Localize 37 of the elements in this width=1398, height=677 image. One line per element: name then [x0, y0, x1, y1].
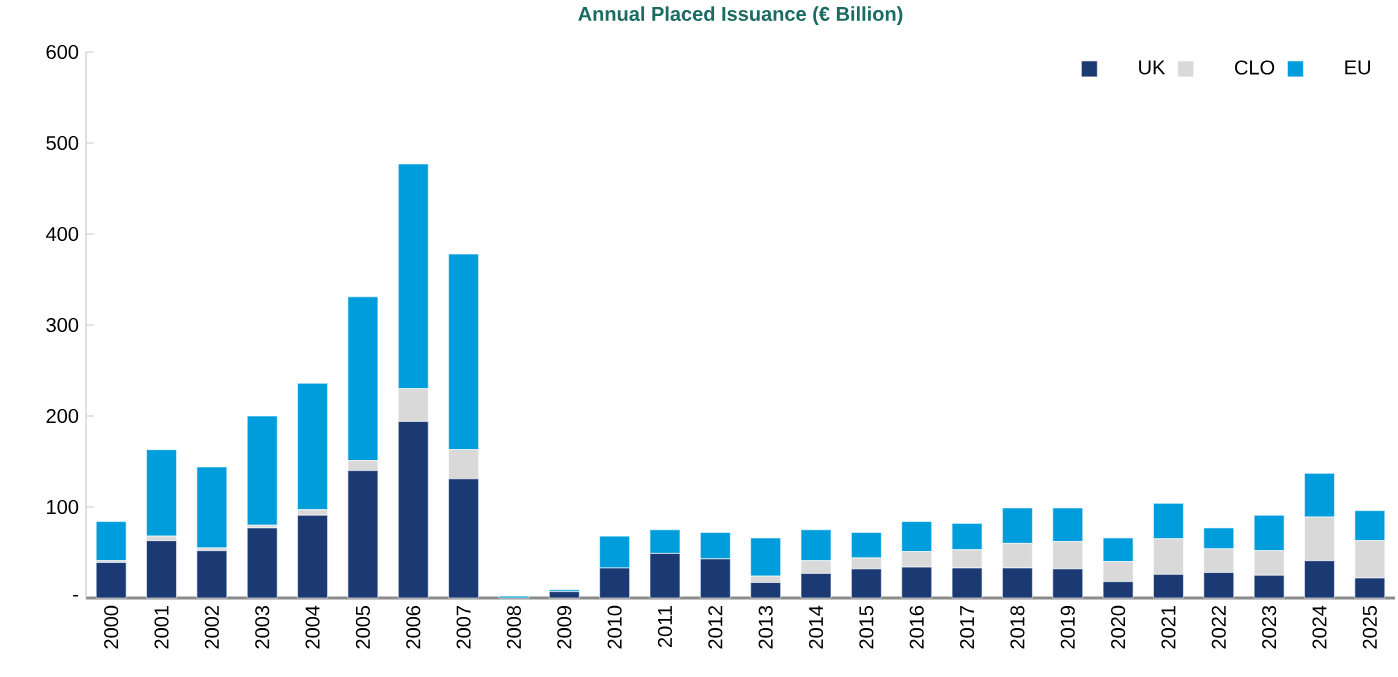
- x-tick-label: 2020: [1111, 605, 1126, 649]
- x-tick-label: 2023: [1262, 605, 1277, 649]
- x-tick-label: 2001: [154, 606, 169, 649]
- y-tick-label: -: [73, 594, 79, 597]
- x-tick-label: 2019: [1060, 606, 1075, 649]
- y-tick-label: 400: [46, 226, 79, 242]
- x-tick-label: 2011: [657, 606, 673, 648]
- x-tick-label: 2018: [1010, 605, 1025, 649]
- y-tick-label: 200: [46, 408, 79, 424]
- y-tick-label: 500: [46, 135, 79, 151]
- x-tick-label: 2014: [808, 605, 824, 649]
- x-tick-label: 2024: [1312, 605, 1327, 649]
- x-tick-label: 2025: [1362, 605, 1377, 649]
- x-tick-label: 2004: [305, 605, 320, 649]
- x-tick-label: 2006: [406, 605, 421, 649]
- x-tick-label: 2009: [557, 606, 572, 649]
- x-tick-label: 2008: [506, 605, 522, 649]
- x-tick-label: 2013: [758, 605, 773, 649]
- y-tick-label: 100: [47, 499, 79, 515]
- x-tick-label: 2010: [607, 605, 622, 649]
- x-tick-label: 2007: [456, 606, 471, 649]
- x-tick-label: 2022: [1211, 606, 1226, 649]
- x-tick-label: 2021: [1161, 606, 1176, 649]
- chart-title: Annual Placed Issuance (€ Billion): [578, 6, 903, 25]
- y-tick-label: 300: [46, 317, 79, 333]
- x-tick-label: 2003: [255, 605, 270, 649]
- x-tick-label: 2017: [959, 606, 975, 649]
- x-tick-label: 2005: [355, 605, 370, 649]
- x-tick-label: 2016: [909, 605, 924, 649]
- legend-label: CLO: [1235, 60, 1275, 75]
- x-tick-label: 2012: [708, 606, 723, 649]
- y-tick-label: 600: [46, 44, 79, 60]
- legend-label: UK: [1139, 60, 1166, 75]
- x-tick-label: 2002: [204, 606, 219, 649]
- legend-label: EU: [1345, 60, 1370, 75]
- x-tick-label: 2000: [104, 605, 119, 649]
- x-tick-label: 2015: [859, 605, 874, 649]
